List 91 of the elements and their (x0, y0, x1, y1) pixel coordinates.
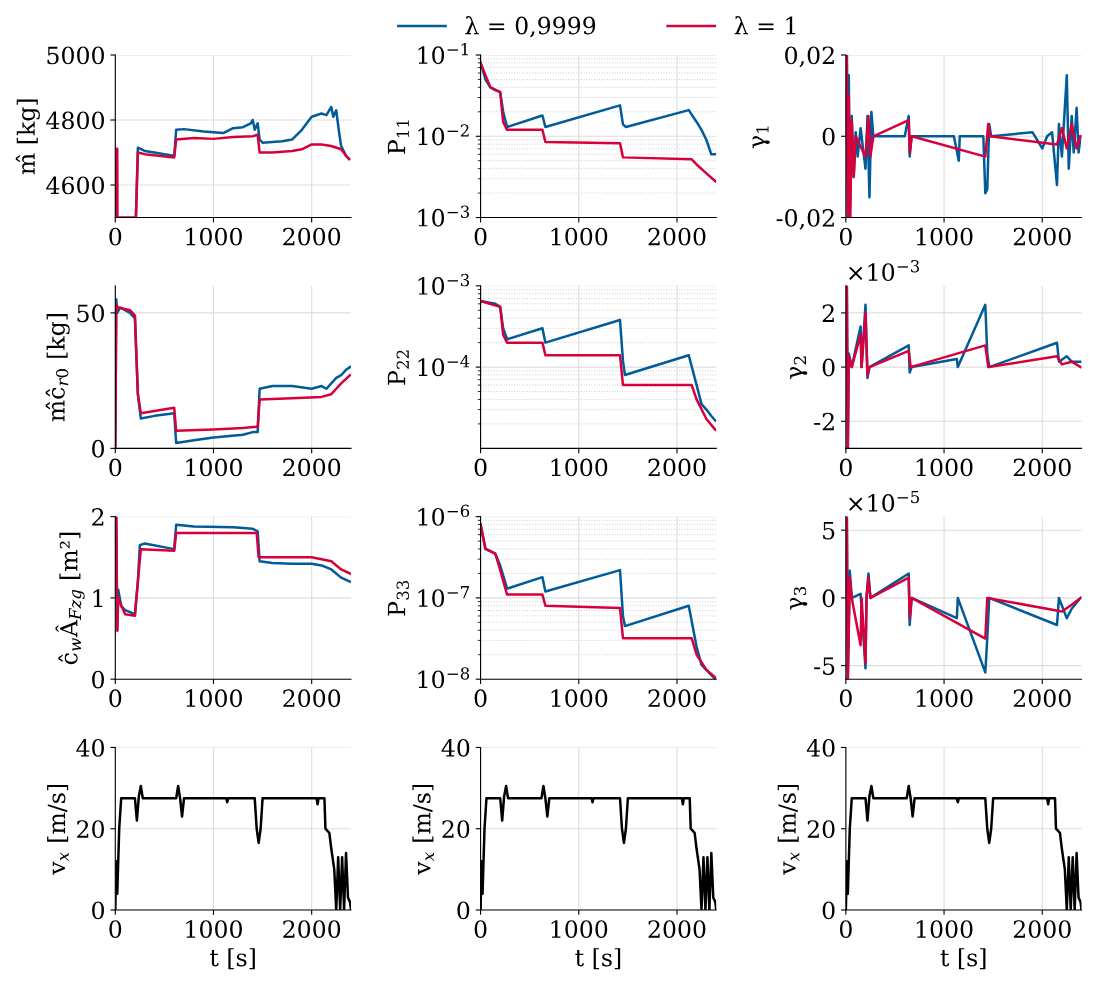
y-tick-label: 20 (442, 820, 470, 839)
x-tick-label: 2000 (283, 458, 341, 477)
y-tick-label: 0 (92, 439, 104, 458)
y-tick-label: 10$^{−8}$ (418, 667, 470, 689)
y-tick-label: 10$^{−4}$ (418, 355, 470, 377)
y-axis-title: v$_{x}$ [m/s] (412, 784, 435, 875)
x-tick-label: 0 (474, 227, 487, 246)
y-tick-label: 10$^{−1}$ (418, 42, 468, 65)
text: ×10$^{−3}$ (849, 259, 920, 282)
x-axis-title: t [s] (575, 948, 621, 970)
y-tick-label: 5 (823, 521, 835, 540)
x-tick-label: 1000 (916, 227, 973, 246)
x-tick-label: 1000 (186, 689, 242, 708)
y-tick-label: 1 (93, 589, 103, 607)
x-tick-label: 0 (839, 458, 852, 477)
y-tick-label: 10$^{−2}$ (418, 124, 469, 146)
line-series (115, 516, 351, 632)
y-axis-title: m̂ [kg] (15, 99, 40, 175)
x-tick-label: 0 (109, 689, 122, 708)
y-tick-label: -5 (814, 657, 835, 675)
x-tick-label: 0 (474, 689, 487, 708)
y-tick-label: 10$^{−7}$ (418, 586, 470, 608)
text: ×10$^{−5}$ (849, 490, 919, 512)
y-tick-label: 10$^{−3}$ (418, 273, 469, 295)
x-tick-label: 1000 (916, 920, 973, 938)
y-tick-label: 20 (807, 820, 835, 839)
legend-label: λ = 1 (734, 16, 796, 35)
x-tick-label: 2000 (1013, 689, 1071, 708)
y-axis-title: P$_{33}$ (387, 580, 410, 616)
y-tick-label: 50 (77, 304, 104, 323)
x-tick-label: 2000 (1013, 920, 1071, 938)
y-tick-label: 0 (822, 358, 835, 377)
x-tick-label: 0 (839, 920, 852, 938)
x-tick-label: 2000 (648, 689, 706, 708)
y-axis-title: P$_{22}$ (387, 350, 409, 385)
x-tick-label: 2000 (283, 689, 341, 708)
x-tick-label: 2000 (648, 920, 706, 938)
y-tick-label: 40 (76, 738, 104, 757)
x-tick-label: 1000 (916, 689, 973, 708)
y-tick-label: 40 (806, 738, 835, 757)
x-tick-label: 0 (839, 227, 852, 246)
x-tick-label: 2000 (1013, 458, 1071, 477)
x-axis-title: t [s] (940, 948, 986, 970)
y-tick-label: 4800 (46, 111, 104, 130)
x-tick-label: 0 (109, 920, 122, 938)
y-tick-label: -0,02 (776, 208, 834, 230)
y-tick-label: 0 (92, 670, 104, 689)
line-series (480, 61, 717, 183)
x-tick-label: 0 (474, 458, 487, 477)
y-tick-label: 40 (441, 738, 470, 757)
y-tick-label: 0 (92, 901, 104, 920)
y-axis-title: P$_{11}$ (387, 120, 409, 154)
x-tick-label: 2000 (648, 458, 706, 477)
x-tick-label: 1000 (916, 458, 973, 477)
x-tick-label: 1000 (551, 689, 608, 708)
x-tick-label: 1000 (186, 227, 242, 246)
x-tick-label: 0 (474, 920, 487, 938)
x-tick-label: 2000 (648, 227, 706, 246)
y-tick-label: -2 (814, 412, 834, 431)
y-tick-label: 2 (92, 508, 104, 526)
y-axis-title: γ$_{2}$ (790, 356, 808, 379)
legend-label: λ = 0,9999 (465, 16, 596, 38)
y-tick-label: 4600 (46, 176, 104, 195)
x-tick-label: 0 (109, 227, 122, 246)
y-tick-label: 0 (822, 901, 835, 920)
y-tick-label: 10$^{−3}$ (418, 205, 469, 227)
y-axis-title: γ$_{1}$ (752, 126, 770, 149)
x-axis-title: t [s] (210, 948, 255, 970)
y-tick-label: 0 (457, 901, 470, 920)
x-tick-label: 0 (109, 458, 122, 477)
x-tick-label: 2000 (283, 227, 341, 246)
x-tick-label: 1000 (551, 227, 608, 246)
y-axis-title: v$_{x}$ [m/s] (777, 784, 800, 875)
y-tick-label: 2 (822, 304, 834, 322)
x-tick-label: 1000 (551, 920, 608, 938)
y-tick-label: 5000 (47, 46, 104, 65)
y-axis-title: v$_{x}$ [m/s] (47, 784, 69, 875)
y-axis-title: m̂ĉ$_{r0}$ [kg] (45, 314, 70, 422)
y-tick-label: 0 (822, 127, 835, 146)
x-tick-label: 2000 (283, 920, 341, 938)
x-tick-label: 2000 (1013, 227, 1071, 246)
x-tick-label: 1000 (551, 458, 608, 477)
y-tick-label: 20 (77, 820, 104, 839)
y-axis-title: γ$_{3}$ (790, 587, 808, 610)
x-tick-label: 1000 (186, 920, 242, 938)
y-tick-label: 0,02 (785, 46, 834, 68)
x-tick-label: 1000 (186, 458, 242, 477)
y-tick-label: 0 (822, 589, 835, 608)
x-tick-label: 0 (839, 689, 852, 708)
y-tick-label: 10$^{−6}$ (418, 504, 470, 526)
y-axis-title: ĉ$_{w}$Â$_{Fzg}$ [m²] (55, 532, 85, 665)
